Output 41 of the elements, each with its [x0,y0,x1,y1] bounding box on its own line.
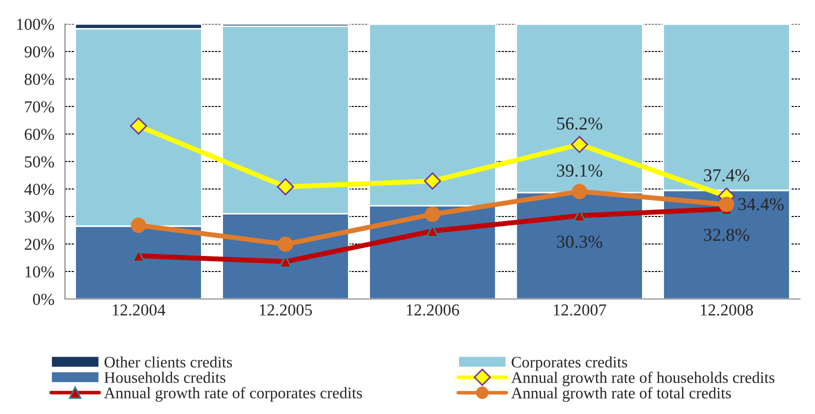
x-tick-label: 12.2005 [260,304,312,316]
legend-label: Annual growth rate of corporates credits [104,386,362,402]
point [276,178,294,196]
y-tick-label: 70% [25,101,54,112]
data-label: 37.4% [704,169,750,182]
y-tick-label: 60% [24,128,54,140]
y-tick-label: 90% [24,46,54,58]
point [424,172,442,190]
data-label: 39.1% [557,164,602,177]
x-tick-label: 12.2004 [112,304,166,316]
data-label: 56.2% [557,117,602,130]
point [278,236,294,252]
point [570,136,588,153]
point [572,184,588,200]
point [279,255,292,268]
point [424,206,440,222]
data-label: 32.8% [704,228,750,242]
legend-label: Corporates credits [512,356,628,371]
data-label: 30.3% [557,236,602,248]
y-tick-label: 80% [24,74,54,85]
point [132,250,145,262]
y-tick-label: 0% [33,294,54,305]
y-tick-label: 30% [24,211,54,222]
y-tick-label: 100% [17,18,54,30]
legend-label: Annual growth rate of households credits [511,372,774,386]
point [718,196,734,212]
y-tick-label: 10% [26,266,54,278]
x-tick-label: 12.2007 [554,304,606,316]
x-tick-label: 12.2006 [406,304,460,316]
x-tick-label: 12.2008 [700,304,753,316]
y-tick-label: 40% [24,184,54,195]
point [130,117,148,135]
point [426,224,439,238]
data-label: 34.4% [738,198,784,210]
legend-label: Annual growth rate of total credits [511,387,731,402]
legend-label: Other clients credits [104,356,232,368]
point [573,209,586,222]
y-tick-label: 20% [24,238,54,250]
legend-label: Households credits [104,372,226,383]
point [130,218,146,233]
y-tick-label: 50% [25,156,54,168]
